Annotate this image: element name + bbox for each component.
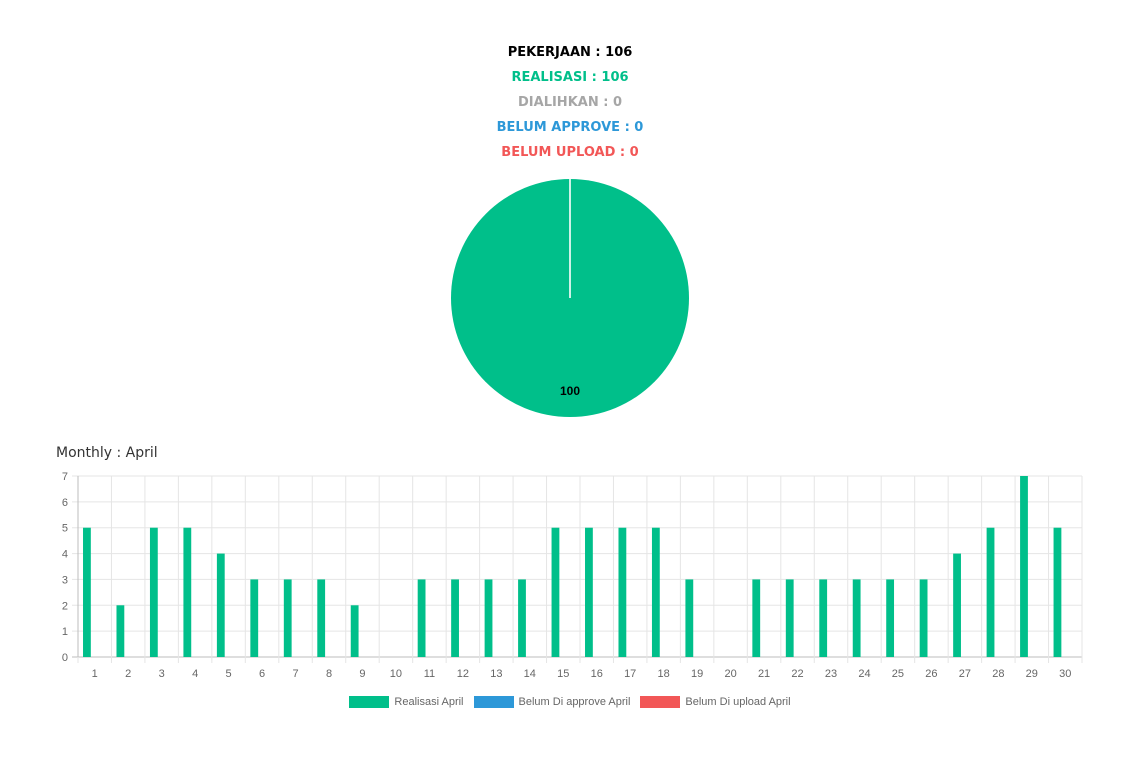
bar[interactable] (685, 579, 694, 657)
x-tick-label: 11 (424, 668, 435, 680)
y-tick-label: 4 (62, 549, 68, 561)
x-tick-label: 25 (892, 668, 904, 680)
legend-swatch-belum-approve (473, 696, 514, 708)
bar[interactable] (317, 579, 326, 657)
x-tick-label: 3 (159, 668, 165, 680)
realisasi-total: REALISASI : 106 (511, 70, 629, 85)
x-tick-label: 26 (925, 668, 937, 680)
bar[interactable] (852, 579, 861, 657)
bar[interactable] (752, 579, 761, 657)
y-tick-label: 5 (62, 523, 68, 535)
bar[interactable] (953, 553, 961, 657)
bar[interactable] (986, 527, 995, 657)
pie-data-label: 100 (560, 384, 580, 398)
bar[interactable] (350, 605, 359, 657)
x-tick-label: 10 (390, 668, 402, 680)
x-tick-label: 17 (624, 668, 636, 680)
x-tick-label: 8 (326, 668, 332, 680)
x-tick-label: 13 (490, 668, 502, 680)
x-tick-label: 1 (92, 668, 98, 680)
legend-item-realisasi[interactable]: Realisasi April (349, 696, 464, 708)
bar[interactable] (618, 527, 627, 657)
bar[interactable] (551, 527, 560, 657)
bar[interactable] (651, 527, 660, 657)
legend-label-realisasi: Realisasi April (394, 696, 464, 708)
bar[interactable] (116, 605, 125, 657)
y-tick-label: 2 (62, 600, 68, 612)
y-tick-label: 6 (62, 497, 68, 509)
x-tick-label: 18 (658, 668, 670, 680)
y-tick-label: 0 (62, 652, 68, 664)
y-tick-label: 1 (62, 626, 68, 638)
chart-legend: Realisasi April Belum Di approve April B… (0, 696, 1140, 708)
legend-item-belum-upload[interactable]: Belum Di upload April (640, 696, 791, 708)
x-tick-label: 28 (992, 668, 1004, 680)
bar[interactable] (785, 579, 794, 657)
x-tick-label: 15 (557, 668, 569, 680)
x-tick-label: 30 (1059, 668, 1071, 680)
bar[interactable] (216, 553, 225, 657)
x-tick-label: 24 (858, 668, 870, 680)
bar[interactable] (417, 579, 426, 657)
x-tick-label: 21 (758, 668, 770, 680)
y-tick-label: 7 (62, 471, 68, 483)
x-tick-label: 6 (259, 668, 265, 680)
x-tick-label: 14 (524, 668, 536, 680)
belum-upload-total: BELUM UPLOAD : 0 (501, 145, 639, 160)
x-tick-label: 12 (457, 668, 469, 680)
bar[interactable] (250, 579, 259, 657)
x-tick-label: 20 (724, 668, 736, 680)
x-tick-label: 29 (1026, 668, 1038, 680)
x-tick-label: 2 (125, 668, 131, 680)
bar[interactable] (484, 579, 493, 657)
bar[interactable] (886, 579, 895, 657)
legend-label-belum-approve: Belum Di approve April (518, 696, 631, 708)
x-tick-label: 5 (226, 668, 232, 680)
x-tick-label: 9 (359, 668, 365, 680)
x-tick-label: 23 (825, 668, 837, 680)
bar[interactable] (83, 527, 91, 657)
bar[interactable] (585, 527, 593, 657)
x-tick-label: 19 (691, 668, 703, 680)
x-tick-label: 7 (292, 668, 298, 680)
bar[interactable] (149, 527, 158, 657)
belum-approve-total: BELUM APPROVE : 0 (496, 120, 644, 135)
bar[interactable] (1020, 476, 1028, 657)
x-tick-label: 22 (791, 668, 803, 680)
bar[interactable] (1053, 527, 1062, 657)
x-tick-label: 4 (192, 668, 198, 680)
legend-label-belum-upload: Belum Di upload April (685, 696, 791, 708)
pie-chart: 100 (451, 179, 689, 417)
bar[interactable] (283, 579, 292, 657)
legend-item-belum-approve[interactable]: Belum Di approve April (473, 696, 631, 708)
legend-swatch-realisasi (349, 696, 390, 708)
legend-swatch-belum-upload (640, 696, 681, 708)
monthly-title: Monthly : April (56, 445, 158, 461)
x-tick-label: 27 (959, 668, 971, 680)
bar[interactable] (819, 579, 828, 657)
bar[interactable] (451, 579, 459, 657)
x-tick-label: 16 (591, 668, 603, 680)
bar[interactable] (183, 527, 192, 657)
dialihkan-total: DIALIHKAN : 0 (518, 95, 622, 110)
y-tick-label: 3 (62, 574, 68, 586)
bar[interactable] (518, 579, 526, 657)
bar[interactable] (919, 579, 928, 657)
pekerjaan-total: PEKERJAAN : 106 (507, 45, 633, 60)
